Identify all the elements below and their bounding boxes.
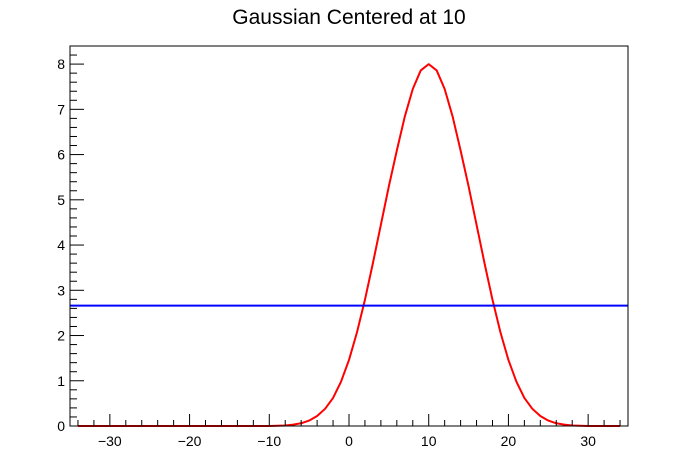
y-tick-label: 4: [57, 237, 65, 253]
x-axis: −30 −20 −10 0 10 20 30: [77, 414, 621, 449]
y-tick-label: 7: [57, 101, 65, 117]
x-tick-label: −10: [257, 433, 281, 449]
y-tick-label: 5: [57, 192, 65, 208]
y-tick-label: 6: [57, 147, 65, 163]
x-tick-label: 10: [421, 433, 437, 449]
chart-title: Gaussian Centered at 10: [232, 6, 465, 29]
y-tick-label: 8: [57, 56, 65, 72]
x-tick-label: −30: [98, 433, 122, 449]
y-axis: 0 1 2 3 4 5 6 7 8: [57, 45, 84, 434]
y-tick-label: 1: [57, 373, 65, 389]
x-tick-label: 20: [501, 433, 517, 449]
x-tick-label: 30: [580, 433, 596, 449]
x-tick-label: −20: [178, 433, 202, 449]
x-tick-label: 0: [345, 433, 353, 449]
y-tick-label: 0: [57, 418, 65, 434]
y-tick-label: 3: [57, 282, 65, 298]
y-tick-label: 2: [57, 328, 65, 344]
